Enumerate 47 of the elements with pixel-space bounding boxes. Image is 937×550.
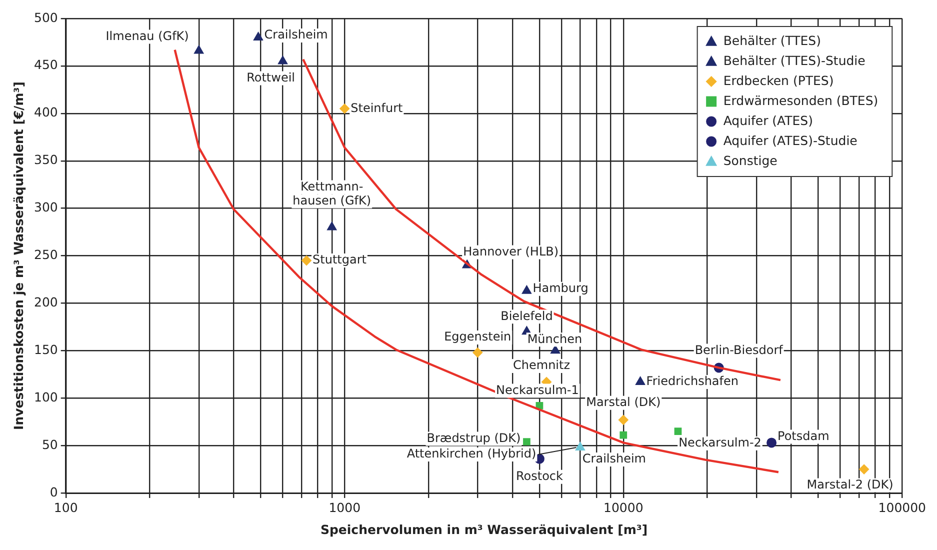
annotation: Crailsheim — [264, 28, 328, 42]
annotation: Marstal (DK) — [586, 395, 661, 410]
annotation: Hamburg — [532, 280, 588, 295]
annotation: Ilmenau (GfK) — [106, 28, 189, 43]
y-tick-label: 500 — [34, 10, 58, 25]
annotation: Berlin-Biesdorf — [694, 342, 784, 357]
annotation: Hannover (HLB) — [463, 244, 559, 258]
y-axis-title: Investitionskosten je m³ Wasseräquivalent [€/m³] — [10, 82, 26, 430]
annotation: Marstal-2 (DK) — [806, 477, 894, 492]
y-tick-label: 50 — [42, 436, 58, 452]
annotation: Brædstrup (DK) — [426, 430, 521, 445]
y-tick-label: 200 — [34, 294, 58, 310]
annotation: Rottweil — [246, 70, 295, 84]
annotation: München — [527, 332, 582, 346]
legend-label: Behälter (TTES) — [723, 32, 821, 48]
legend-label: Aquifer (ATES)-Studie — [723, 132, 858, 148]
annotation: Chemnitz — [513, 358, 570, 372]
annotation: Neckarsulm-2 — [678, 435, 762, 450]
annotation: Neckarsulm-1 — [496, 382, 579, 397]
annotation: Potsdam — [778, 428, 830, 443]
x-tick-label: 100 — [54, 500, 78, 515]
y-tick-label: 350 — [34, 152, 58, 168]
x-tick-label: 1000 — [328, 500, 361, 515]
x-tick-label: 10000 — [604, 500, 644, 515]
annotation: Kettmann- hausen (GfK) — [292, 179, 372, 208]
y-tick-label: 400 — [34, 104, 58, 120]
x-axis-title: Speichervolumen in m³ Wasseräquivalent [m³] — [320, 522, 648, 537]
y-tick-label: 300 — [34, 200, 58, 215]
annotation: Eggenstein — [444, 330, 512, 344]
y-tick-label: 450 — [34, 57, 58, 72]
legend-label: Erdbecken (PTES) — [723, 72, 834, 88]
annotation: Rostock — [516, 468, 563, 483]
legend-label: Aquifer (ATES) — [723, 112, 813, 128]
y-tick-label: 150 — [34, 342, 58, 357]
annotation: Bielefeld — [500, 308, 553, 323]
annotation: Crailsheim — [582, 452, 646, 466]
y-tick-label: 0 — [50, 484, 58, 500]
y-tick-label: 100 — [34, 389, 58, 404]
legend-label: Sonstige — [723, 152, 778, 168]
annotation: Steinfurt — [350, 100, 404, 115]
y-tick-label: 250 — [34, 247, 58, 262]
legend-label: Erdwärmesonden (BTES) — [723, 92, 878, 108]
x-tick-label: 100000 — [878, 500, 926, 515]
annotation: Stuttgart — [312, 252, 367, 267]
annotation: Attenkirchen (Hybrid) — [406, 446, 536, 461]
annotation: Friedrichshafen — [646, 374, 739, 388]
legend-label: Behälter (TTES)-Studie — [723, 52, 866, 68]
